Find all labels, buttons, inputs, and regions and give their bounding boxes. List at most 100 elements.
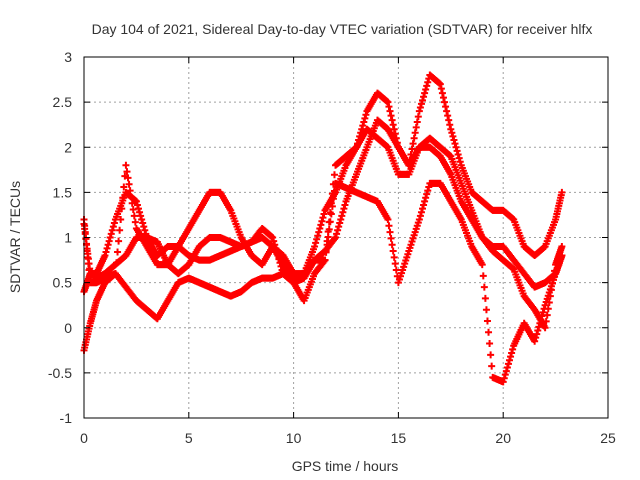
data-point [315,228,323,236]
data-point [141,226,149,234]
data-point [387,112,395,120]
data-point [334,226,342,234]
data-point [538,312,546,320]
data-point [316,224,324,232]
data-point [390,125,398,133]
data-point [505,356,513,364]
data-point [481,294,489,302]
data-point [105,237,113,245]
data-point [425,183,433,191]
data-point [413,118,421,126]
data-point [424,78,432,86]
data-point [86,272,94,280]
data-point [323,241,331,249]
data-point [558,252,566,260]
data-point [329,195,337,203]
data-point [271,241,279,249]
data-point [439,94,447,102]
data-point [314,232,322,240]
data-point [391,260,399,268]
data-point [110,219,118,227]
data-point [114,248,122,256]
data-point [540,305,548,313]
data-point [507,353,515,361]
data-point [123,168,131,176]
data-point [436,80,444,88]
data-point [117,215,125,223]
data-point [362,111,370,119]
data-point [441,98,449,106]
data-point [333,230,341,238]
x-tick-label: 10 [286,430,302,446]
data-point [500,374,508,382]
data-point [392,266,400,274]
data-point [416,212,424,220]
data-point [389,247,397,255]
data-point [415,215,423,223]
data-point [115,237,123,245]
data-point [533,330,541,338]
data-point [442,103,450,111]
data-point [417,100,425,108]
data-point [336,219,344,227]
data-point [420,201,428,209]
data-point [423,190,431,198]
data-point [129,206,137,214]
data-point [128,199,136,207]
data-point [270,237,278,245]
data-point [359,122,367,130]
axis-ticks: 0 5 10 15 20 25 -1 -0.5 0 0.5 1 1.5 2 2.5 3 [48,49,616,446]
y-tick-label: 0 [64,320,72,336]
data-point [414,113,422,121]
data-point [133,201,141,209]
data-point [415,107,423,115]
data-point [452,143,460,151]
data-point [107,230,115,238]
data-point [443,107,451,115]
data-point [387,234,395,242]
data-point [437,85,445,93]
data-point [320,210,328,218]
data-point [118,205,126,213]
data-point [108,226,116,234]
data-point [448,129,456,137]
data-point [503,363,511,371]
data-point [332,234,340,241]
data-point [102,248,110,256]
data-point [541,324,549,332]
data-point [422,194,430,202]
data-point [330,187,338,195]
data-point [416,104,424,112]
data-point [482,306,490,314]
data-point [276,259,284,267]
y-tick-label: 0.5 [53,275,73,291]
data-point [326,218,334,226]
data-point [106,234,114,241]
x-tick-label: 20 [495,430,511,446]
data-point [84,260,92,268]
data-point [424,187,432,195]
data-point [104,241,112,249]
data-point [319,214,327,222]
x-axis-title: GPS time / hours [292,458,399,474]
data-point [386,107,394,115]
data-point [140,223,148,231]
x-tick-label: 5 [185,430,193,446]
data-point [535,323,543,331]
data-point [542,317,550,325]
data-point [341,201,349,209]
data-point [455,154,463,162]
data-point [388,116,396,124]
data-point [325,225,333,233]
data-point [508,349,516,357]
data-point [509,345,517,353]
data-point [558,188,566,196]
data-point [486,340,494,348]
chart-title: Day 104 of 2021, Sidereal Day-to-day VTE… [92,21,593,37]
data-point [312,239,320,247]
data-point [389,121,397,129]
data-point [328,202,336,210]
data-point [456,158,464,166]
data-point [126,187,134,195]
